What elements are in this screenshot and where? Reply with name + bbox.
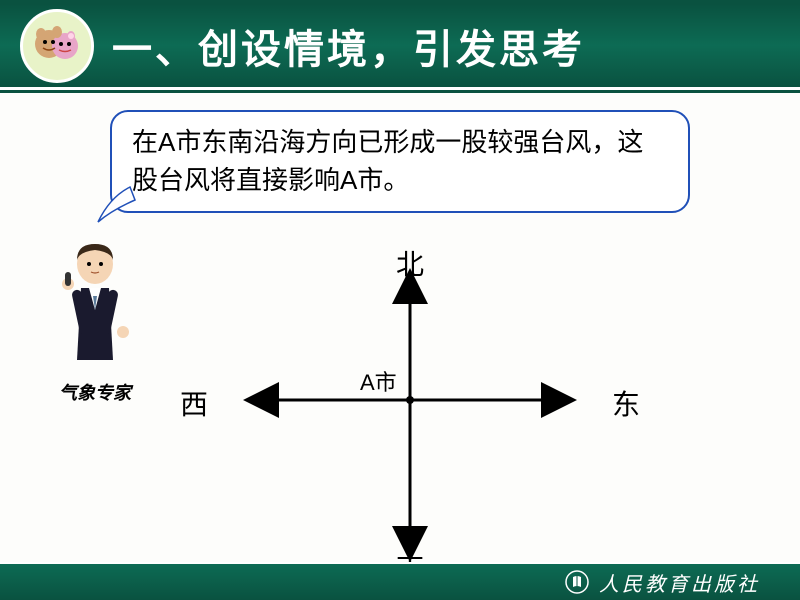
direction-north: 北 <box>396 243 424 283</box>
expert-label: 气象专家 <box>50 379 140 405</box>
speech-tail-icon <box>90 182 140 232</box>
speech-bubble: 在A市东南沿海方向已形成一股较强台风，这股台风将直接影响A市。 <box>110 110 690 213</box>
expert-figure: 气象专家 <box>50 240 140 405</box>
slide-footer: 人民教育出版社 <box>0 562 800 600</box>
slide-header: 一、创设情境，引发思考 <box>0 0 800 90</box>
publisher-name: 人民教育出版社 <box>599 568 760 597</box>
city-label: A市 <box>360 365 397 397</box>
publisher-logo: 人民教育出版社 <box>565 568 760 597</box>
compass-diagram: 北 南 西 东 A市 <box>220 255 600 575</box>
slide-content: 在A市东南沿海方向已形成一股较强台风，这股台风将直接影响A市。 气象专家 <box>0 90 800 560</box>
slide-title: 一、创设情境，引发思考 <box>112 17 585 75</box>
direction-east: 东 <box>612 383 640 423</box>
mascot-icon <box>20 9 94 83</box>
direction-west: 西 <box>180 383 208 423</box>
